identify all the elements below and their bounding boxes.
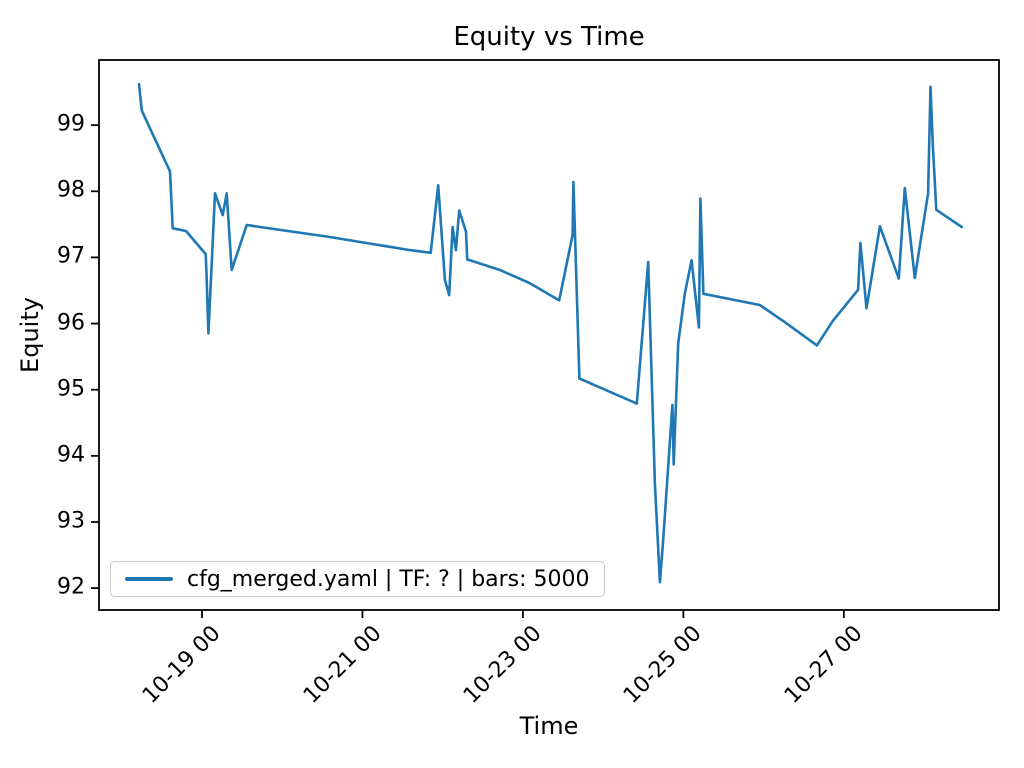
legend-line-swatch [125, 577, 173, 581]
y-tick-label: 93 [57, 508, 85, 534]
y-tick-label: 92 [57, 574, 85, 600]
chart-title: Equity vs Time [453, 22, 645, 52]
x-axis-label: Time [519, 712, 579, 740]
y-tick-label: 97 [57, 243, 85, 269]
y-axis-label: Equity [16, 297, 44, 373]
y-tick-label: 94 [57, 442, 85, 468]
y-tick-label: 96 [57, 310, 85, 336]
y-tick-label: 95 [57, 376, 85, 402]
y-tick-label: 99 [57, 111, 85, 137]
legend-label: cfg_merged.yaml | TF: ? | bars: 5000 [187, 566, 590, 592]
y-tick-label: 98 [57, 177, 85, 203]
equity-line [137, 82, 964, 584]
legend: cfg_merged.yaml | TF: ? | bars: 5000 [110, 561, 605, 597]
axes-frame [98, 59, 1000, 611]
